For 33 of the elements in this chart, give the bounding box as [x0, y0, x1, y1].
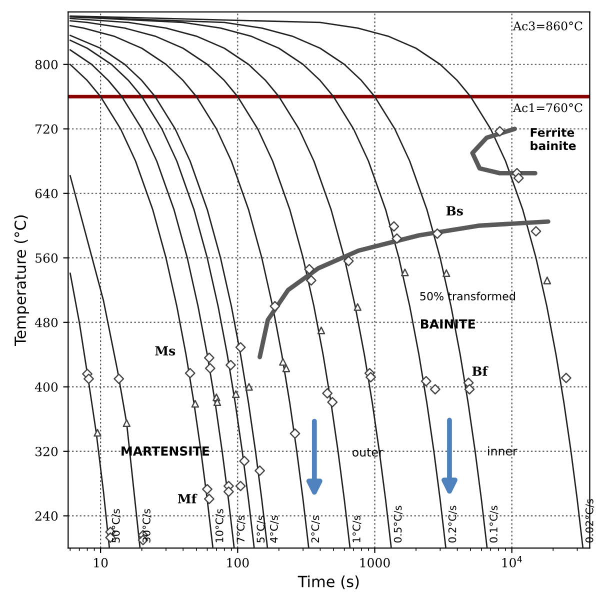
y-tick-label: 240 [35, 511, 58, 521]
text: 7°C/s [236, 516, 246, 542]
x-tick-label: 10 [94, 558, 108, 568]
annotation: Ac3=860°C [512, 21, 582, 30]
y-tick-label: 320 [36, 446, 58, 456]
text: 0.1°C/s [490, 506, 498, 543]
annotation: Ferrite bainite [530, 128, 576, 150]
y-axis-title: Temperature (°C) [14, 215, 29, 346]
ref-line-label: Ac1=760°C [512, 103, 582, 112]
annotation: Ms [155, 346, 176, 356]
text: 0.5°C/s [394, 506, 402, 543]
text: 4°C/s [270, 516, 279, 543]
text: 1°C/s [352, 516, 362, 542]
text: 2°C/s [311, 516, 320, 542]
text: 30°C/s [142, 509, 152, 542]
x-tick-label: 100 [227, 558, 249, 568]
text: 0.2°C/s [448, 506, 458, 543]
x-tick-label: 1000 [360, 558, 390, 568]
y-tick-label: 400 [34, 382, 58, 392]
text: 50°C/s [112, 509, 121, 542]
y-tick-label: 480 [34, 318, 58, 328]
y-tick-label: 800 [35, 60, 58, 70]
annotation: Bs [446, 206, 463, 216]
y-tick-label: 560 [36, 253, 58, 263]
annotation: Bf [472, 366, 488, 376]
annotation: inner [488, 446, 518, 456]
y-tick-label: 720 [36, 124, 58, 134]
annotation: Mf [178, 494, 198, 504]
x-axis-title: Time (s) [298, 575, 359, 590]
text: 10°C/s [215, 509, 224, 542]
x-tick-label: 10$^{4}$ [502, 556, 522, 568]
y-tick-label: 640 [35, 188, 58, 198]
text: 5°C/s [256, 516, 266, 542]
